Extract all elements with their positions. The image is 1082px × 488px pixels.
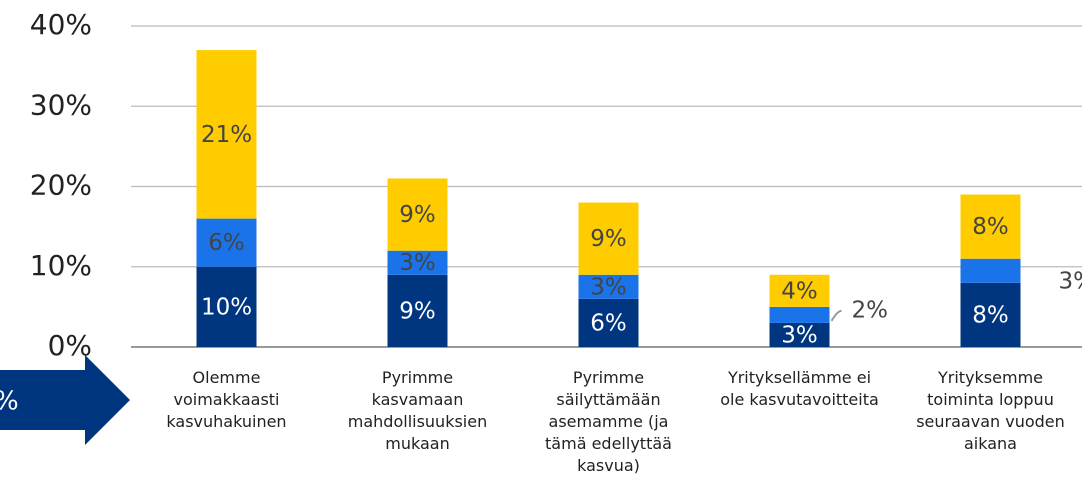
bar-segment — [196, 50, 257, 219]
arrow-text: % — [0, 387, 19, 417]
data-label: 9% — [590, 226, 627, 252]
y-tick-label: 30% — [30, 88, 92, 121]
y-tick-label: 0% — [48, 329, 92, 362]
x-tick-label: Pyrimme säilyttämään asemamme (ja tämä edel… — [545, 368, 672, 475]
bar-segment — [196, 266, 257, 347]
data-label: 3% — [399, 250, 436, 276]
bar-segment — [769, 274, 830, 307]
data-label: 3% — [1059, 268, 1082, 294]
bar-segment — [960, 194, 1021, 259]
data-label: 3% — [781, 322, 818, 348]
y-tick-label: 20% — [30, 169, 92, 202]
data-label: 4% — [781, 278, 818, 304]
bar-segment — [387, 250, 448, 275]
bar-segment — [960, 282, 1021, 347]
bar-segment — [769, 322, 830, 347]
bar-segment — [196, 218, 257, 267]
data-label: 9% — [399, 202, 436, 228]
data-label: 10% — [201, 294, 252, 320]
data-label: 2% — [852, 297, 889, 323]
y-tick-label: 40% — [30, 8, 92, 41]
data-label: 6% — [590, 310, 627, 336]
data-label: 6% — [208, 230, 245, 256]
bar-segment — [578, 274, 639, 299]
x-tick-label: Pyrimme kasvamaan mahdollisuuksien mukaan — [348, 368, 487, 453]
bar-segment — [387, 274, 448, 347]
arrow — [0, 355, 130, 445]
y-tick-label: 10% — [30, 249, 92, 282]
leader-line — [830, 309, 842, 322]
data-label: 8% — [972, 302, 1009, 328]
data-label: 8% — [972, 214, 1009, 240]
data-label: 9% — [399, 298, 436, 324]
bar-segment — [578, 202, 639, 275]
data-label: 3% — [590, 274, 627, 300]
x-tick-label: Yrityksemme toiminta loppuu seuraavan vuod… — [916, 368, 1065, 453]
bar-segment — [387, 178, 448, 251]
data-label: 21% — [201, 122, 252, 148]
x-tick-label: Yrityksellämme ei ole kasvutavoitteita — [720, 368, 879, 409]
bar-segment — [769, 306, 830, 323]
bar-segment — [578, 298, 639, 347]
bar-segment — [960, 258, 1021, 283]
x-tick-label: Olemme voimakkaasti kasvuhakuinen — [166, 368, 286, 431]
